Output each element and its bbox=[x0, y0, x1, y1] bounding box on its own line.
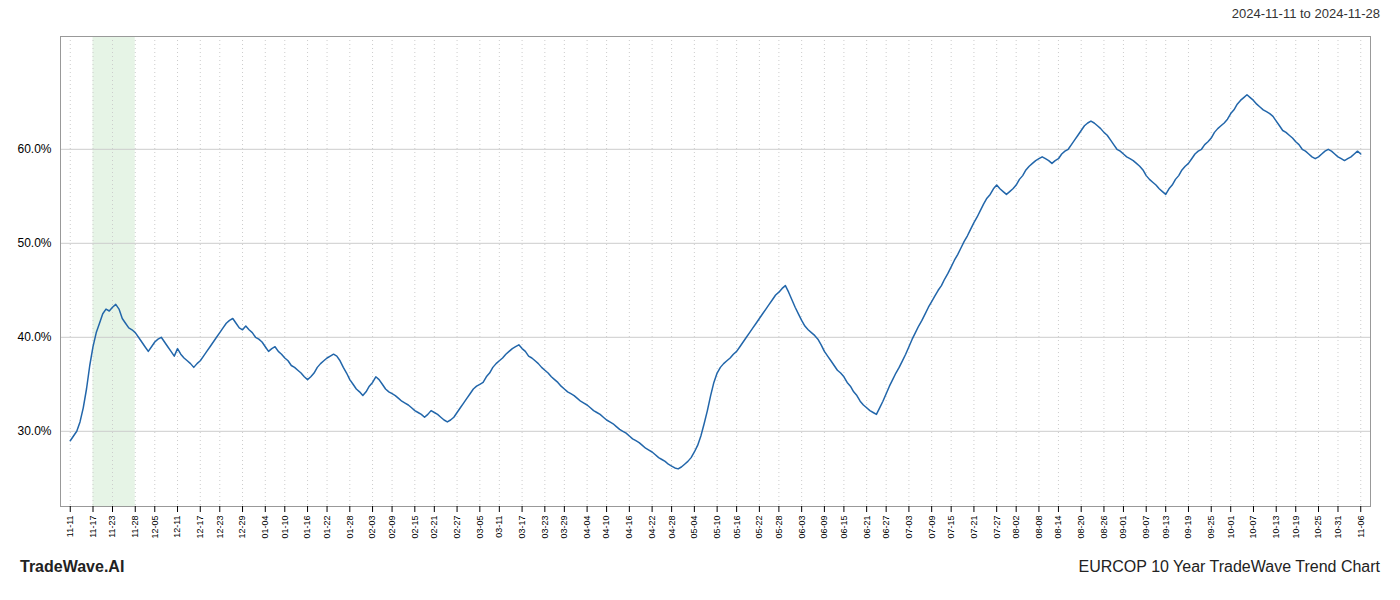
svg-text:10-25: 10-25 bbox=[1313, 516, 1323, 539]
svg-text:10-19: 10-19 bbox=[1291, 516, 1301, 539]
svg-text:06-15: 06-15 bbox=[839, 516, 849, 539]
svg-text:11-23: 11-23 bbox=[107, 516, 117, 538]
svg-text:03-05: 03-05 bbox=[475, 516, 485, 539]
html-text:TradeWave.AI: TradeWave.AI bbox=[20, 558, 125, 575]
svg-text:08-20: 08-20 bbox=[1076, 516, 1086, 539]
svg-text:04-10: 04-10 bbox=[601, 516, 611, 539]
svg-text:09-07: 09-07 bbox=[1141, 516, 1151, 539]
svg-text:03-23: 03-23 bbox=[540, 516, 550, 539]
svg-text:02-03: 02-03 bbox=[367, 516, 377, 539]
svg-text:03-11: 03-11 bbox=[494, 516, 504, 538]
svg-text:09-01: 09-01 bbox=[1118, 516, 1128, 539]
svg-text:02-21: 02-21 bbox=[429, 516, 439, 539]
svg-text:02-09: 02-09 bbox=[387, 516, 397, 539]
svg-text:10-31: 10-31 bbox=[1333, 516, 1343, 539]
svg-text:12-17: 12-17 bbox=[195, 516, 205, 539]
svg-text:12-29: 12-29 bbox=[237, 516, 247, 539]
svg-text:11-06: 11-06 bbox=[1356, 516, 1366, 538]
svg-text:04-16: 04-16 bbox=[624, 516, 634, 539]
svg-text:12-23: 12-23 bbox=[215, 516, 225, 539]
svg-text:01-10: 01-10 bbox=[280, 516, 290, 539]
svg-text:01-04: 01-04 bbox=[260, 516, 270, 539]
svg-text:05-16: 05-16 bbox=[732, 516, 742, 539]
svg-text:07-15: 07-15 bbox=[946, 516, 956, 539]
svg-text:30.0%: 30.0% bbox=[17, 424, 51, 438]
svg-text:07-03: 07-03 bbox=[904, 516, 914, 539]
svg-text:06-27: 06-27 bbox=[881, 516, 891, 539]
svg-text:05-04: 05-04 bbox=[689, 516, 699, 539]
svg-text:04-28: 04-28 bbox=[666, 516, 676, 539]
svg-text:07-21: 07-21 bbox=[969, 516, 979, 539]
svg-text:09-13: 09-13 bbox=[1161, 516, 1171, 539]
svg-text:01-22: 01-22 bbox=[322, 516, 332, 539]
svg-text:12-05: 12-05 bbox=[150, 516, 160, 539]
svg-text:50.0%: 50.0% bbox=[17, 236, 51, 250]
svg-text:06-09: 06-09 bbox=[819, 516, 829, 539]
svg-text:08-02: 08-02 bbox=[1011, 516, 1021, 539]
svg-text:11-17: 11-17 bbox=[88, 516, 98, 538]
svg-text:02-27: 02-27 bbox=[452, 516, 462, 539]
svg-text:11-28: 11-28 bbox=[130, 516, 140, 538]
svg-text:10-07: 10-07 bbox=[1248, 516, 1258, 539]
svg-text:04-22: 04-22 bbox=[647, 516, 657, 539]
svg-text:04-04: 04-04 bbox=[582, 516, 592, 539]
svg-text:08-26: 08-26 bbox=[1099, 516, 1109, 539]
svg-text:05-10: 05-10 bbox=[712, 516, 722, 539]
svg-text:06-21: 06-21 bbox=[862, 516, 872, 539]
svg-text:02-15: 02-15 bbox=[410, 516, 420, 539]
svg-text:40.0%: 40.0% bbox=[17, 330, 51, 344]
svg-text:08-08: 08-08 bbox=[1034, 516, 1044, 539]
svg-text:03-17: 03-17 bbox=[517, 516, 527, 539]
html-text:EURCOP 10 Year TradeWave Trend: EURCOP 10 Year TradeWave Trend Chart bbox=[1078, 558, 1380, 575]
svg-text:06-03: 06-03 bbox=[797, 516, 807, 539]
svg-text:01-28: 01-28 bbox=[345, 516, 355, 539]
svg-text:07-27: 07-27 bbox=[992, 516, 1002, 539]
svg-text:09-19: 09-19 bbox=[1183, 516, 1193, 539]
svg-text:07-09: 07-09 bbox=[927, 516, 937, 539]
html-text:2024-11-11 to 2024-11-28: 2024-11-11 to 2024-11-28 bbox=[1231, 6, 1380, 21]
svg-text:03-29: 03-29 bbox=[559, 516, 569, 539]
svg-text:60.0%: 60.0% bbox=[17, 142, 51, 156]
svg-text:10-13: 10-13 bbox=[1271, 516, 1281, 539]
svg-text:08-14: 08-14 bbox=[1053, 516, 1063, 539]
svg-text:11-11: 11-11 bbox=[65, 516, 75, 538]
svg-text:01-16: 01-16 bbox=[302, 516, 312, 539]
svg-text:10-01: 10-01 bbox=[1226, 516, 1236, 539]
svg-text:09-25: 09-25 bbox=[1206, 516, 1216, 539]
svg-text:05-22: 05-22 bbox=[754, 516, 764, 539]
svg-text:05-28: 05-28 bbox=[774, 516, 784, 539]
svg-text:12-11: 12-11 bbox=[172, 516, 182, 538]
